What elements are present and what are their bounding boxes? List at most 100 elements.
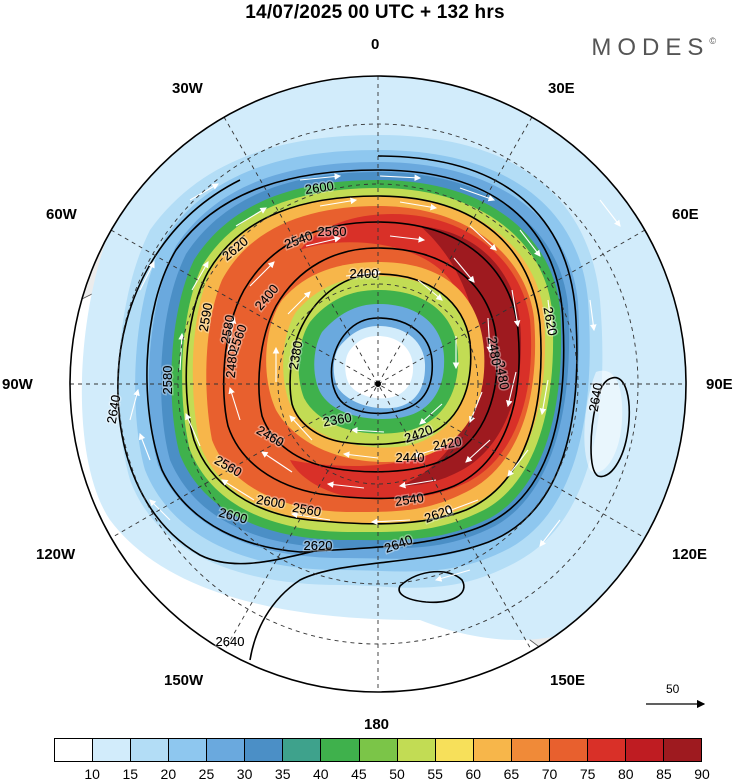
contour-label-halo: 2420 [432,434,463,454]
lon-label-30e: 30E [548,80,575,97]
colorbar-cell [664,739,702,761]
contour-label-halo: 2480 [223,349,240,379]
colorbar-cell [131,739,170,761]
speed-band-inner-10 [345,336,414,399]
contour-label: 2620 [304,538,333,553]
colorbar-cell [587,739,626,761]
south-pole-dot [375,381,381,387]
colorbar-cell [245,739,284,761]
colorbar-cell [397,739,436,761]
contour-label-halo: 2360 [322,410,353,430]
contour-2580 [185,195,542,525]
colorbar-cell [473,739,512,761]
speed-band-side [584,370,623,473]
contour-label-halo: 2640 [104,394,124,425]
contour-2420 [289,273,472,446]
polar-map: 2600260025602560254025402620262025802580… [69,75,706,709]
colorbar-tick-label: 10 [84,766,100,782]
colorbar-cell [93,739,132,761]
colorbar-cell [283,739,322,761]
colorbar-cell [625,739,664,761]
contour-label-halo: 2380 [286,340,306,371]
contour-label: 2600 [304,178,335,197]
map-title: 14/07/2025 00 UTC + 132 hrs [245,2,505,23]
colorbar-tick-label: 50 [389,766,405,782]
lon-label-30w: 30W [172,80,203,97]
contour-label: 2640 [216,634,245,649]
lon-label-0: 0 [371,36,380,53]
reference-vector-label: 50 [666,682,680,696]
brand-logo: MODES© [591,34,716,62]
contour-label-halo: 2600 [304,178,335,197]
brand-name: MODES [591,34,710,61]
contour-label: 2440 [396,450,425,465]
colorbar-tick-label: 35 [274,766,291,782]
contour-label: 2590 [196,302,216,333]
contour-label: 2420 [432,434,463,454]
contour-label-halo: 2480 [493,360,513,391]
contour-label-halo: 2590 [196,302,216,333]
speed-band-90 [400,226,522,486]
colorbar-tick-label: 80 [617,766,634,782]
colorbar-cell [207,739,246,761]
colorbar-cell [321,739,360,761]
colorbar-tick-label: 85 [656,766,672,782]
colorbar-tick-label: 45 [351,766,367,782]
colorbar-tick-label: 30 [236,766,253,782]
contour-label: 2560 [318,224,347,239]
contour-2640-west [117,179,331,565]
contour-label: 2540 [394,490,425,509]
lon-label-150w: 150W [164,672,204,689]
colorbar-tick-label: 75 [579,766,596,782]
contour-2480 [258,247,498,473]
contour-label: 2480 [485,336,505,367]
contour-label-halo: 2620 [541,306,561,337]
contour-label: 2380 [286,340,306,371]
contour-label: 2600 [255,492,286,512]
copyright-mark: © [709,36,716,46]
colorbar-cell [169,739,208,761]
colorbar-tick-label: 70 [541,766,558,782]
lon-label-120e: 120E [672,546,708,563]
contour-label-halo: 2580 [160,366,175,395]
contour-label-halo: 2480 [485,336,505,367]
contour-label: 2640 [586,382,606,413]
colorbar-tick-label: 20 [160,766,177,782]
contour-label: 2580 [218,314,238,345]
contour-label: 2480 [223,349,240,379]
lon-label-120w: 120W [36,546,76,563]
contour-label-halo: 2400 [350,266,379,281]
lon-label-90e: 90E [706,376,733,393]
wind-vectors [129,173,621,582]
colorbar-labels: 10 15 20 25 30 35 40 45 50 55 60 65 70 75 80 85 90 [54,766,709,782]
colorbar-cell [549,739,588,761]
contour-label-halo: 2540 [394,490,425,509]
colorbar-tick-label: 15 [122,766,139,782]
contour-label: 2480 [493,360,513,391]
contour-label: 2580 [160,366,175,395]
lon-label-90w: 90W [2,376,33,393]
contour-label: 2360 [322,410,353,430]
colorbar-cell [55,739,94,761]
colorbar-tick-label: 55 [427,766,443,782]
contour-label: 2640 [104,394,124,425]
colorbar [54,738,702,762]
lon-label-60e: 60E [672,206,699,223]
contour-label-halo: 2600 [255,492,286,512]
contour-label-halo: 2440 [396,450,425,465]
colorbar-tick-label: 60 [465,766,482,782]
contour-label-halo: 2640 [586,382,606,413]
contour-2620 [146,169,565,553]
lon-label-150e: 150E [550,672,586,689]
contour-label: 2400 [350,266,379,281]
contour-label: 2560 [291,500,322,520]
colorbar-tick-label: 40 [313,766,329,782]
contour-2640-east [590,376,631,478]
colorbar-cell [435,739,474,761]
map-boundary [69,75,687,693]
contour-label-halo: 2580 [218,314,238,345]
contour-label: 2600 [217,505,249,527]
contour-label-halo: 2640 [216,634,245,649]
colorbar-tick-label: 65 [503,766,520,782]
colorbar-tick-label: 90 [694,766,710,782]
